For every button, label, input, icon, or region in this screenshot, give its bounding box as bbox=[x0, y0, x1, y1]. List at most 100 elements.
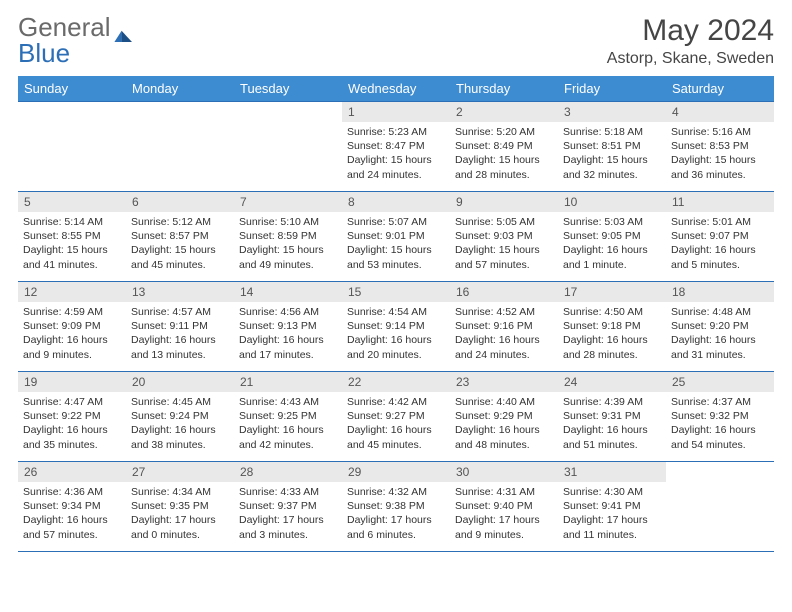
calendar-day-cell: 24Sunrise: 4:39 AMSunset: 9:31 PMDayligh… bbox=[558, 372, 666, 462]
day-number: 8 bbox=[342, 192, 450, 212]
day-number: 24 bbox=[558, 372, 666, 392]
day-number: 28 bbox=[234, 462, 342, 482]
calendar-day-cell: 3Sunrise: 5:18 AMSunset: 8:51 PMDaylight… bbox=[558, 102, 666, 192]
day-number: 15 bbox=[342, 282, 450, 302]
title-block: May 2024 Astorp, Skane, Sweden bbox=[607, 14, 774, 68]
day-number: 6 bbox=[126, 192, 234, 212]
day-body: Sunrise: 5:07 AMSunset: 9:01 PMDaylight:… bbox=[342, 212, 450, 276]
day-body: Sunrise: 4:45 AMSunset: 9:24 PMDaylight:… bbox=[126, 392, 234, 456]
weekday-header: Saturday bbox=[666, 76, 774, 102]
weekday-header: Monday bbox=[126, 76, 234, 102]
day-body: Sunrise: 5:20 AMSunset: 8:49 PMDaylight:… bbox=[450, 122, 558, 186]
calendar-day-cell: 20Sunrise: 4:45 AMSunset: 9:24 PMDayligh… bbox=[126, 372, 234, 462]
day-body: Sunrise: 5:05 AMSunset: 9:03 PMDaylight:… bbox=[450, 212, 558, 276]
calendar-day-cell: 21Sunrise: 4:43 AMSunset: 9:25 PMDayligh… bbox=[234, 372, 342, 462]
calendar-week-row: 5Sunrise: 5:14 AMSunset: 8:55 PMDaylight… bbox=[18, 192, 774, 282]
day-number: 18 bbox=[666, 282, 774, 302]
calendar-head: SundayMondayTuesdayWednesdayThursdayFrid… bbox=[18, 76, 774, 102]
logo: GeneralBlue bbox=[18, 14, 135, 66]
calendar-day-cell bbox=[126, 102, 234, 192]
sunset-text: Sunset: 8:49 PM bbox=[455, 139, 553, 153]
sunset-text: Sunset: 8:51 PM bbox=[563, 139, 661, 153]
sunrise-text: Sunrise: 4:39 AM bbox=[563, 395, 661, 409]
day-number: 11 bbox=[666, 192, 774, 212]
day-number: 2 bbox=[450, 102, 558, 122]
daylight-text: Daylight: 16 hours and 51 minutes. bbox=[563, 423, 661, 451]
calendar-page: GeneralBlue May 2024 Astorp, Skane, Swed… bbox=[0, 0, 792, 566]
sunset-text: Sunset: 9:24 PM bbox=[131, 409, 229, 423]
logo-mark-icon bbox=[113, 20, 135, 46]
day-body: Sunrise: 5:14 AMSunset: 8:55 PMDaylight:… bbox=[18, 212, 126, 276]
sunrise-text: Sunrise: 4:30 AM bbox=[563, 485, 661, 499]
day-number: 9 bbox=[450, 192, 558, 212]
calendar-day-cell: 5Sunrise: 5:14 AMSunset: 8:55 PMDaylight… bbox=[18, 192, 126, 282]
daylight-text: Daylight: 15 hours and 57 minutes. bbox=[455, 243, 553, 271]
daylight-text: Daylight: 16 hours and 48 minutes. bbox=[455, 423, 553, 451]
sunrise-text: Sunrise: 4:32 AM bbox=[347, 485, 445, 499]
header: GeneralBlue May 2024 Astorp, Skane, Swed… bbox=[18, 14, 774, 68]
daylight-text: Daylight: 16 hours and 20 minutes. bbox=[347, 333, 445, 361]
calendar-day-cell: 19Sunrise: 4:47 AMSunset: 9:22 PMDayligh… bbox=[18, 372, 126, 462]
day-body: Sunrise: 4:39 AMSunset: 9:31 PMDaylight:… bbox=[558, 392, 666, 456]
sunset-text: Sunset: 9:14 PM bbox=[347, 319, 445, 333]
calendar-day-cell: 4Sunrise: 5:16 AMSunset: 8:53 PMDaylight… bbox=[666, 102, 774, 192]
logo: General bbox=[18, 14, 135, 40]
day-number: 3 bbox=[558, 102, 666, 122]
daylight-text: Daylight: 15 hours and 53 minutes. bbox=[347, 243, 445, 271]
sunset-text: Sunset: 8:55 PM bbox=[23, 229, 121, 243]
daylight-text: Daylight: 16 hours and 13 minutes. bbox=[131, 333, 229, 361]
sunrise-text: Sunrise: 4:56 AM bbox=[239, 305, 337, 319]
day-body: Sunrise: 5:10 AMSunset: 8:59 PMDaylight:… bbox=[234, 212, 342, 276]
sunset-text: Sunset: 9:34 PM bbox=[23, 499, 121, 513]
daylight-text: Daylight: 17 hours and 3 minutes. bbox=[239, 513, 337, 541]
sunrise-text: Sunrise: 5:10 AM bbox=[239, 215, 337, 229]
daylight-text: Daylight: 17 hours and 9 minutes. bbox=[455, 513, 553, 541]
day-number: 26 bbox=[18, 462, 126, 482]
calendar-day-cell: 25Sunrise: 4:37 AMSunset: 9:32 PMDayligh… bbox=[666, 372, 774, 462]
day-number: 4 bbox=[666, 102, 774, 122]
day-number: 30 bbox=[450, 462, 558, 482]
day-number: 25 bbox=[666, 372, 774, 392]
daylight-text: Daylight: 16 hours and 54 minutes. bbox=[671, 423, 769, 451]
sunrise-text: Sunrise: 5:12 AM bbox=[131, 215, 229, 229]
month-title: May 2024 bbox=[607, 14, 774, 48]
sunrise-text: Sunrise: 4:45 AM bbox=[131, 395, 229, 409]
daylight-text: Daylight: 16 hours and 42 minutes. bbox=[239, 423, 337, 451]
day-number: 16 bbox=[450, 282, 558, 302]
day-body: Sunrise: 4:33 AMSunset: 9:37 PMDaylight:… bbox=[234, 482, 342, 546]
sunrise-text: Sunrise: 4:47 AM bbox=[23, 395, 121, 409]
day-number: 27 bbox=[126, 462, 234, 482]
calendar-day-cell: 9Sunrise: 5:05 AMSunset: 9:03 PMDaylight… bbox=[450, 192, 558, 282]
sunset-text: Sunset: 9:05 PM bbox=[563, 229, 661, 243]
calendar-day-cell: 22Sunrise: 4:42 AMSunset: 9:27 PMDayligh… bbox=[342, 372, 450, 462]
calendar-day-cell: 30Sunrise: 4:31 AMSunset: 9:40 PMDayligh… bbox=[450, 462, 558, 552]
calendar-day-cell: 18Sunrise: 4:48 AMSunset: 9:20 PMDayligh… bbox=[666, 282, 774, 372]
day-number: 22 bbox=[342, 372, 450, 392]
sunrise-text: Sunrise: 5:03 AM bbox=[563, 215, 661, 229]
calendar-day-cell: 15Sunrise: 4:54 AMSunset: 9:14 PMDayligh… bbox=[342, 282, 450, 372]
day-number: 1 bbox=[342, 102, 450, 122]
daylight-text: Daylight: 15 hours and 41 minutes. bbox=[23, 243, 121, 271]
sunset-text: Sunset: 9:20 PM bbox=[671, 319, 769, 333]
calendar-day-cell: 26Sunrise: 4:36 AMSunset: 9:34 PMDayligh… bbox=[18, 462, 126, 552]
calendar-day-cell: 28Sunrise: 4:33 AMSunset: 9:37 PMDayligh… bbox=[234, 462, 342, 552]
sunrise-text: Sunrise: 4:57 AM bbox=[131, 305, 229, 319]
daylight-text: Daylight: 16 hours and 24 minutes. bbox=[455, 333, 553, 361]
calendar-day-cell: 17Sunrise: 4:50 AMSunset: 9:18 PMDayligh… bbox=[558, 282, 666, 372]
calendar-day-cell: 16Sunrise: 4:52 AMSunset: 9:16 PMDayligh… bbox=[450, 282, 558, 372]
logo-word2: Blue bbox=[18, 38, 70, 68]
calendar-week-row: 26Sunrise: 4:36 AMSunset: 9:34 PMDayligh… bbox=[18, 462, 774, 552]
day-body: Sunrise: 4:34 AMSunset: 9:35 PMDaylight:… bbox=[126, 482, 234, 546]
day-number: 13 bbox=[126, 282, 234, 302]
sunset-text: Sunset: 9:13 PM bbox=[239, 319, 337, 333]
daylight-text: Daylight: 15 hours and 49 minutes. bbox=[239, 243, 337, 271]
sunset-text: Sunset: 9:25 PM bbox=[239, 409, 337, 423]
daylight-text: Daylight: 17 hours and 0 minutes. bbox=[131, 513, 229, 541]
day-body: Sunrise: 4:42 AMSunset: 9:27 PMDaylight:… bbox=[342, 392, 450, 456]
calendar-table: SundayMondayTuesdayWednesdayThursdayFrid… bbox=[18, 76, 774, 552]
day-body: Sunrise: 4:54 AMSunset: 9:14 PMDaylight:… bbox=[342, 302, 450, 366]
sunrise-text: Sunrise: 4:40 AM bbox=[455, 395, 553, 409]
calendar-day-cell: 27Sunrise: 4:34 AMSunset: 9:35 PMDayligh… bbox=[126, 462, 234, 552]
day-body: Sunrise: 5:18 AMSunset: 8:51 PMDaylight:… bbox=[558, 122, 666, 186]
day-body: Sunrise: 4:47 AMSunset: 9:22 PMDaylight:… bbox=[18, 392, 126, 456]
